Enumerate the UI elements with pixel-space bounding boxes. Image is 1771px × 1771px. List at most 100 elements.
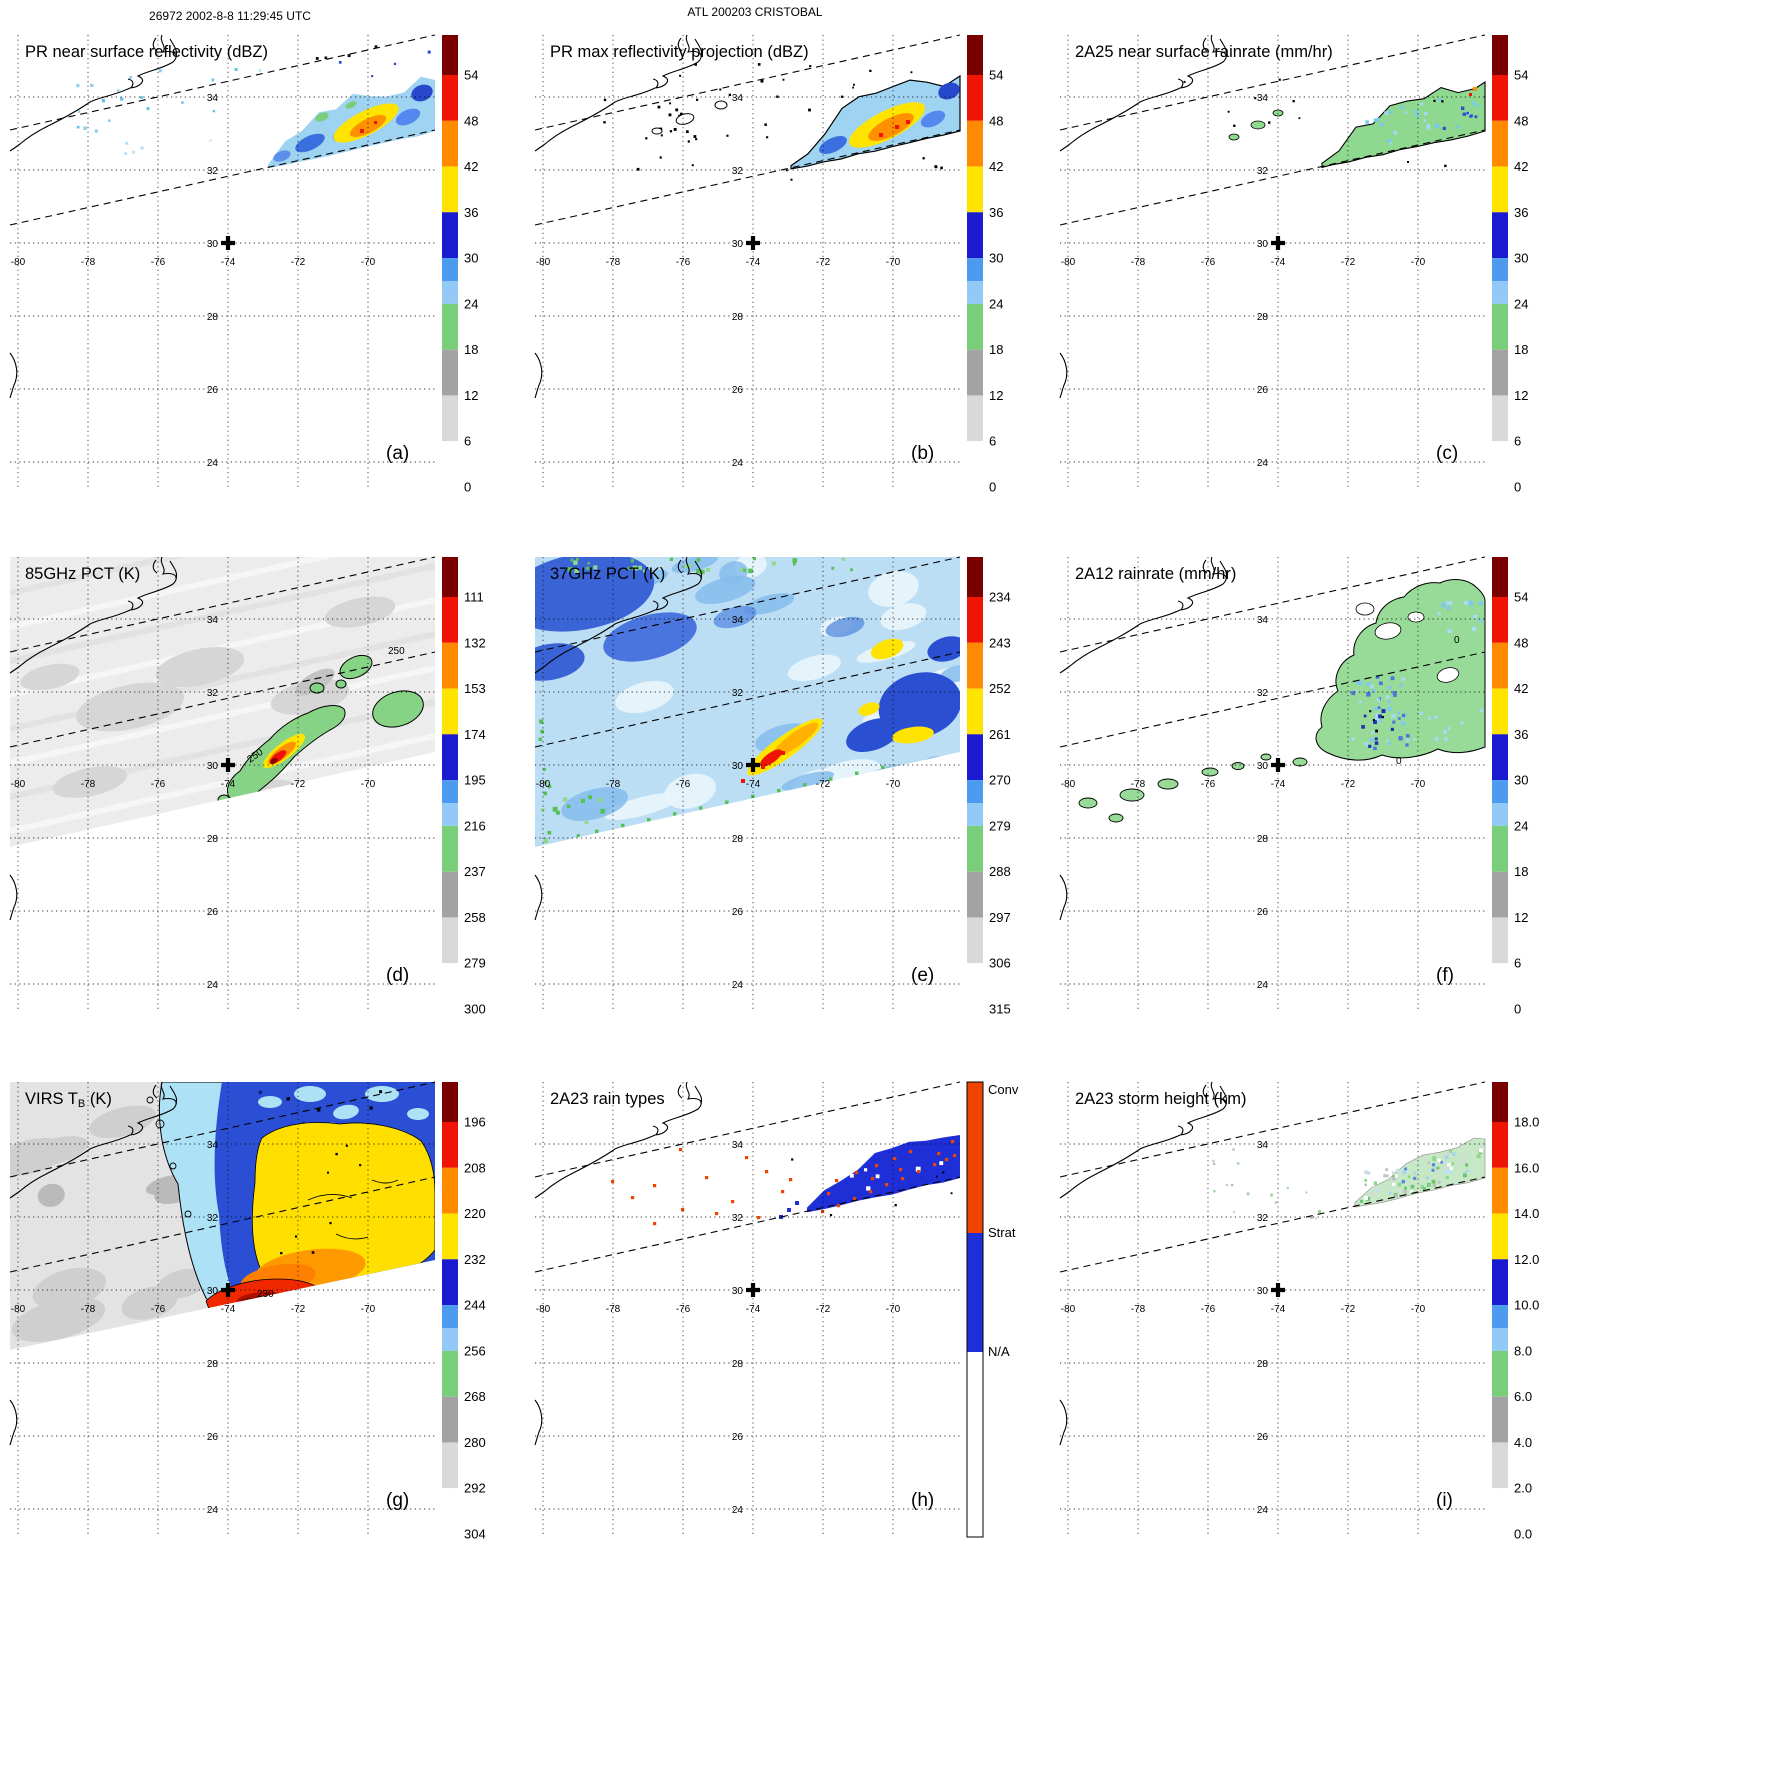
lat-tick-label: 30 (207, 761, 219, 772)
lon-tick-label: -70 (886, 1304, 901, 1315)
lat-tick-label: 30 (1257, 1286, 1269, 1297)
lon-tick-label: -74 (746, 257, 761, 268)
colorbar-label: 24 (989, 296, 1003, 311)
panel-title: 2A23 storm height (km) (1075, 1090, 1246, 1108)
lon-tick-label: -72 (1341, 1304, 1356, 1315)
lon-tick-label: -72 (291, 257, 306, 268)
swath-edge-lines (534, 1081, 961, 1273)
panel-i-map: -80 -78 -76 -74 -72 -70 34 32 30 28 26 24 2A23 storm… (1059, 1081, 1539, 1542)
lat-tick-label: 32 (207, 166, 219, 177)
lon-tick-label: -74 (746, 1304, 761, 1315)
panel-h-map: -80 -78 -76 -74 -72 -70 34 32 30 28 26 24 2A23 rain … (534, 1081, 1019, 1538)
colorbar-label: 54 (1514, 68, 1528, 83)
lat-tick-label: 30 (1257, 239, 1269, 250)
colorbar-label: 6 (464, 434, 471, 449)
lat-tick-label: 32 (1257, 166, 1269, 177)
lat-tick-label: 24 (1257, 980, 1269, 991)
colorbar-label: 12 (1514, 910, 1528, 925)
colorbar-label: 30 (989, 251, 1003, 266)
panel-letter: (a) (386, 443, 409, 464)
coastline (534, 34, 703, 399)
colorbar-label: 0 (464, 480, 471, 495)
panel-e-map: -80 -78 -76 -74 -72 -70 34 32 30 28 26 24 37GHz PCT … (534, 556, 1011, 1017)
panel-title: 2A23 rain types (550, 1090, 665, 1108)
lon-tick-label: -74 (221, 779, 236, 790)
coastline (9, 556, 178, 921)
colorbar-label: 36 (989, 205, 1003, 220)
lat-tick-label: 24 (207, 1505, 219, 1516)
colorbar-label: 48 (1514, 113, 1528, 128)
lat-tick-label: 26 (1257, 385, 1269, 396)
swath-edge-lines (9, 1081, 436, 1273)
colorbar-label: 0 (1514, 1002, 1521, 1017)
lon-tick-label: -74 (1271, 257, 1286, 268)
panel-title: VIRS TB (K) (25, 1090, 112, 1110)
storm-center-marker (746, 236, 760, 250)
colorbar-label: 24 (1514, 296, 1528, 311)
panel-letter: (g) (386, 1490, 409, 1511)
lon-tick-label: -74 (746, 779, 761, 790)
colorbar-label: 252 (989, 681, 1011, 696)
coastline (9, 34, 178, 399)
lon-tick-label: -76 (151, 779, 166, 790)
colorbar-h: Conv Strat N/A (966, 1081, 1019, 1538)
colorbar-label: 30 (464, 251, 478, 266)
colorbar-label: 18 (1514, 342, 1528, 357)
lat-tick-label: 26 (1257, 1432, 1269, 1443)
lon-tick-label: -76 (676, 257, 691, 268)
lon-tick-label: -70 (361, 257, 376, 268)
lat-tick-label: 34 (1257, 1140, 1269, 1151)
colorbar-label: Strat (988, 1225, 1016, 1240)
lat-tick-label: 30 (207, 239, 219, 250)
colorbar-label: 8.0 (1514, 1343, 1532, 1358)
colorbar-label: 24 (464, 296, 478, 311)
colorbar-label: 292 (464, 1481, 486, 1496)
lat-tick-label: 34 (207, 93, 219, 104)
swath-edge-lines (534, 556, 961, 748)
tick-labels: -80 -78 -76 -74 -72 -70 34 32 30 28 26 24 (11, 615, 376, 991)
colorbar-label: 10.0 (1514, 1298, 1539, 1313)
colorbar-label: 234 (989, 590, 1011, 605)
panel-letter: (h) (911, 1490, 934, 1511)
colorbar-label: 6.0 (1514, 1389, 1532, 1404)
colorbar-label: 268 (464, 1389, 486, 1404)
colorbar-label: 42 (464, 159, 478, 174)
lon-tick-label: -70 (886, 257, 901, 268)
colorbar-label: 111 (464, 590, 484, 605)
storm-center-marker (1271, 236, 1285, 250)
colorbar-label: 12 (464, 388, 478, 403)
coastline (534, 556, 703, 921)
colorbar-label: 48 (464, 113, 478, 128)
colorbar-label: 0 (989, 480, 996, 495)
lon-tick-label: -74 (1271, 1304, 1286, 1315)
lon-tick-label: -78 (1131, 257, 1146, 268)
coastline (1059, 34, 1228, 399)
colorbar-label: 42 (989, 159, 1003, 174)
lon-tick-label: -72 (291, 779, 306, 790)
lat-tick-label: 24 (207, 980, 219, 991)
colorbar-label: 6 (1514, 956, 1521, 971)
tick-labels: -80 -78 -76 -74 -72 -70 34 32 30 28 26 24 (1061, 93, 1426, 469)
lat-tick-label: 30 (732, 1286, 744, 1297)
colorbar-label: 42 (1514, 159, 1528, 174)
lon-tick-label: -72 (816, 1304, 831, 1315)
storm-center-marker (221, 758, 235, 772)
colorbar-label: 304 (464, 1527, 486, 1542)
coastline (1059, 1081, 1228, 1446)
colorbar-label: 297 (989, 910, 1011, 925)
colorbar-label: 243 (989, 635, 1011, 650)
lat-tick-label: 32 (732, 166, 744, 177)
lon-tick-label: -76 (1201, 1304, 1216, 1315)
colorbar-label: 208 (464, 1160, 486, 1175)
lat-tick-label: 32 (732, 688, 744, 699)
lat-tick-label: 24 (732, 1505, 744, 1516)
swath-edge-lines (9, 34, 436, 226)
lon-tick-label: -70 (886, 779, 901, 790)
lon-tick-label: -80 (536, 779, 551, 790)
lon-tick-label: -76 (676, 1304, 691, 1315)
lon-tick-label: -78 (81, 1304, 96, 1315)
lon-tick-label: -70 (1411, 1304, 1426, 1315)
panel-c-map: -80 -78 -76 -74 -72 -70 34 32 30 28 26 24 2A25 near … (1059, 34, 1528, 495)
colorbar-label: 196 (464, 1115, 486, 1130)
colorbar-label: 30 (1514, 251, 1528, 266)
